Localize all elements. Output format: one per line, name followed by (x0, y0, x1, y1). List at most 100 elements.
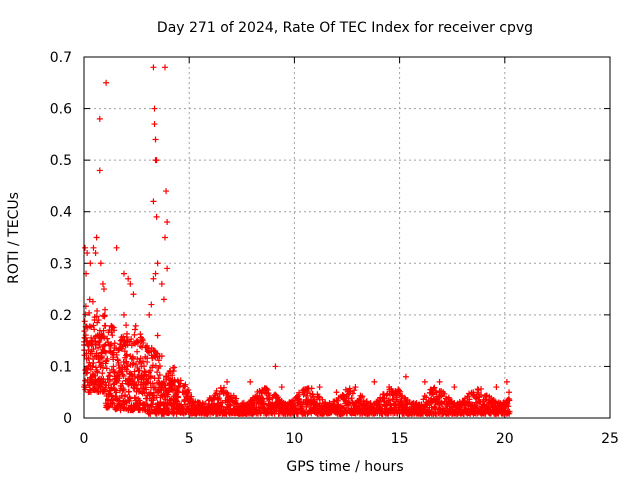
data-point (151, 121, 158, 128)
data-point (99, 381, 106, 388)
data-point (135, 338, 142, 345)
data-point (466, 396, 473, 403)
data-point (247, 378, 254, 385)
data-point (153, 157, 160, 164)
data-point (101, 312, 108, 319)
data-point (131, 381, 138, 388)
data-point (99, 370, 106, 377)
data-point (123, 351, 130, 358)
data-point (124, 363, 131, 370)
data-point (113, 351, 120, 358)
data-point (111, 340, 118, 347)
data-point (395, 387, 402, 394)
data-point (153, 213, 160, 220)
data-point (85, 342, 92, 349)
data-point (120, 311, 127, 318)
data-point (110, 381, 117, 388)
data-point (154, 332, 161, 339)
data-point (108, 341, 115, 348)
data-point (478, 385, 485, 392)
data-point (123, 358, 130, 365)
data-point (147, 367, 154, 374)
data-point (121, 392, 128, 399)
data-point (96, 167, 103, 174)
data-point (506, 389, 513, 396)
data-point (224, 378, 231, 385)
y-tick-label: 0 (63, 411, 72, 427)
data-point (433, 389, 440, 396)
x-tick-label: 5 (185, 431, 194, 447)
data-point (94, 332, 101, 339)
data-point (100, 327, 107, 334)
data-point (90, 322, 97, 329)
data-point (348, 395, 355, 402)
data-point (397, 388, 404, 395)
data-point (438, 399, 445, 406)
data-point (152, 270, 159, 277)
data-point (421, 378, 428, 385)
data-point (125, 275, 132, 282)
data-point (125, 388, 132, 395)
data-point (161, 392, 168, 399)
data-point (89, 298, 96, 305)
x-tick-label: 15 (391, 431, 409, 447)
data-point (278, 384, 285, 391)
data-point (102, 322, 109, 329)
data-point (188, 393, 195, 400)
data-point (164, 219, 171, 226)
data-point (154, 260, 161, 267)
data-point (309, 394, 316, 401)
data-point (102, 379, 109, 386)
data-point (162, 382, 169, 389)
data-point (223, 389, 230, 396)
data-point (86, 309, 93, 316)
data-point (102, 306, 109, 313)
data-point (272, 363, 279, 370)
data-point (90, 346, 97, 353)
data-point (401, 394, 408, 401)
data-point (171, 378, 178, 385)
data-point (106, 378, 113, 385)
data-point (505, 403, 512, 410)
data-point (96, 341, 103, 348)
data-point (296, 389, 303, 396)
data-point (87, 260, 94, 267)
data-point (438, 392, 445, 399)
x-tick-label: 25 (601, 431, 619, 447)
data-point (102, 384, 109, 391)
y-tick-label: 0.1 (50, 359, 72, 375)
data-point (337, 403, 344, 410)
y-tick-label: 0.6 (50, 102, 72, 118)
data-point (133, 339, 140, 346)
data-point (220, 384, 227, 391)
data-point (132, 361, 139, 368)
data-point (175, 384, 182, 391)
data-point (506, 410, 513, 417)
data-point (155, 357, 162, 364)
data-point (171, 364, 178, 371)
data-point (129, 361, 136, 368)
data-point (100, 286, 107, 293)
data-point (402, 373, 409, 380)
data-point (90, 244, 97, 251)
data-point (87, 389, 94, 396)
data-point (103, 365, 110, 372)
data-point (352, 384, 359, 391)
data-point (169, 372, 176, 379)
data-point (182, 381, 189, 388)
data-point (102, 349, 109, 356)
data-point (111, 327, 118, 334)
data-point (117, 337, 124, 344)
data-point (264, 387, 271, 394)
data-point (117, 367, 124, 374)
data-point (91, 326, 98, 333)
data-point (158, 353, 165, 360)
data-point (371, 378, 378, 385)
data-point (441, 390, 448, 397)
x-tick-label: 10 (285, 431, 303, 447)
data-point (227, 402, 234, 409)
data-point (97, 260, 104, 267)
data-point (105, 373, 112, 380)
data-point (97, 355, 104, 362)
data-point (103, 79, 110, 86)
